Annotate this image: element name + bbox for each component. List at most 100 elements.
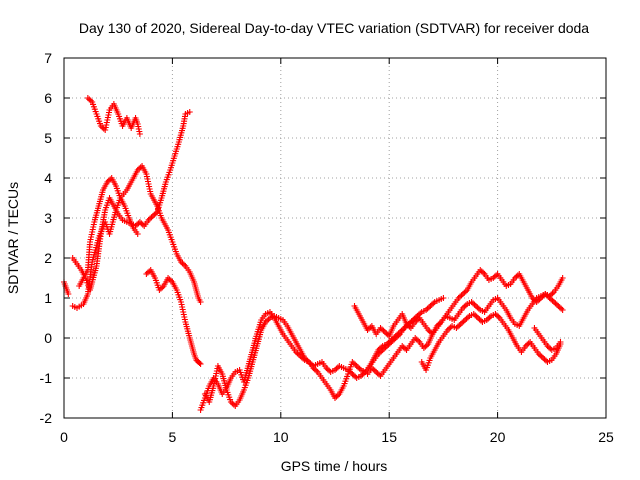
data-point — [332, 367, 338, 373]
data-point — [359, 371, 366, 378]
data-point — [365, 325, 372, 332]
data-point — [313, 367, 320, 374]
data-point — [374, 370, 381, 377]
data-point — [136, 219, 143, 225]
y-axis-label: SDTVAR / TECUs — [5, 182, 21, 294]
x-tick-label: 15 — [381, 429, 397, 445]
axis-ticks — [63, 57, 607, 419]
data-point — [422, 343, 429, 350]
data-point — [477, 267, 484, 273]
y-tick-label: -2 — [40, 410, 53, 426]
data-point — [555, 303, 562, 309]
data-point — [332, 395, 338, 401]
x-tick-label: 10 — [273, 429, 289, 445]
data-point — [426, 328, 433, 335]
data-point — [460, 318, 467, 325]
data-point — [376, 371, 383, 378]
data-point — [311, 366, 318, 373]
data-point — [355, 364, 362, 371]
y-tick-label: 4 — [44, 170, 52, 186]
data-point — [493, 312, 500, 319]
data-point — [462, 288, 469, 295]
data-point — [459, 319, 466, 326]
data-point — [462, 302, 469, 309]
data-point — [298, 354, 305, 361]
x-tick-label: 20 — [490, 429, 506, 445]
data-point — [382, 344, 389, 351]
data-point — [425, 327, 432, 333]
data-point — [415, 337, 422, 344]
data-point — [559, 275, 566, 281]
data-point — [97, 123, 104, 129]
data-point — [356, 365, 363, 372]
data-point — [427, 303, 434, 309]
data-point — [376, 349, 383, 356]
x-tick-labels: 0 5 10 15 20 25 — [60, 429, 614, 445]
series-arc-l — [531, 325, 564, 353]
data-point — [179, 260, 186, 267]
data-point — [156, 287, 163, 293]
data-point — [492, 311, 499, 317]
data-point — [178, 259, 185, 265]
data-point — [391, 336, 398, 343]
data-point — [65, 291, 72, 297]
data-point — [386, 340, 393, 347]
y-tick-label: 6 — [44, 90, 52, 106]
data-point — [134, 167, 141, 173]
data-point — [444, 327, 451, 333]
data-point — [383, 330, 390, 337]
data-point — [480, 269, 487, 276]
x-axis-label: GPS time / hours — [281, 458, 388, 474]
data-point — [350, 360, 357, 367]
data-point — [105, 177, 112, 184]
series-arc-j — [364, 291, 566, 379]
data-point — [446, 325, 453, 332]
data-point — [475, 305, 482, 312]
data-point — [377, 325, 384, 331]
data-point — [139, 221, 146, 228]
data-point — [470, 300, 477, 307]
data-point — [478, 268, 485, 275]
data-point — [389, 337, 396, 344]
grid-lines — [64, 58, 606, 418]
data-point — [472, 303, 479, 309]
y-tick-label: 2 — [44, 250, 52, 266]
data-point — [457, 293, 464, 300]
data-point — [262, 319, 269, 325]
data-point — [476, 316, 483, 323]
data-point — [353, 363, 360, 369]
chart-title: Day 130 of 2020, Sidereal Day-to-day VTE… — [79, 20, 589, 36]
data-point — [491, 273, 498, 280]
data-point — [167, 277, 174, 284]
data-point — [381, 329, 388, 335]
data-point — [159, 284, 166, 291]
data-point — [463, 315, 470, 322]
plot-frame — [63, 57, 607, 419]
data-point — [149, 213, 156, 219]
data-point — [490, 275, 497, 281]
data-point — [559, 307, 566, 313]
data-point — [458, 292, 465, 299]
data-point — [453, 325, 460, 331]
x-tick-label: 5 — [169, 429, 177, 445]
data-point — [541, 356, 548, 363]
data-point — [350, 372, 357, 379]
data-point — [470, 311, 477, 317]
data-point — [370, 366, 377, 373]
data-point — [145, 217, 152, 223]
data-point — [456, 322, 463, 329]
data-point — [323, 365, 330, 371]
data-point — [294, 350, 301, 357]
data-point — [381, 345, 388, 352]
data-point — [459, 291, 466, 297]
data-point — [297, 353, 304, 359]
data-point — [324, 366, 331, 373]
data-point — [544, 343, 551, 349]
data-point — [417, 310, 424, 317]
series-arc-b — [69, 109, 193, 293]
data-point — [388, 339, 395, 345]
data-point — [86, 96, 93, 103]
data-point — [403, 321, 410, 327]
x-tick-label: 25 — [598, 429, 614, 445]
y-tick-labels: -2 -1 0 1 2 3 4 5 6 7 — [40, 50, 53, 426]
